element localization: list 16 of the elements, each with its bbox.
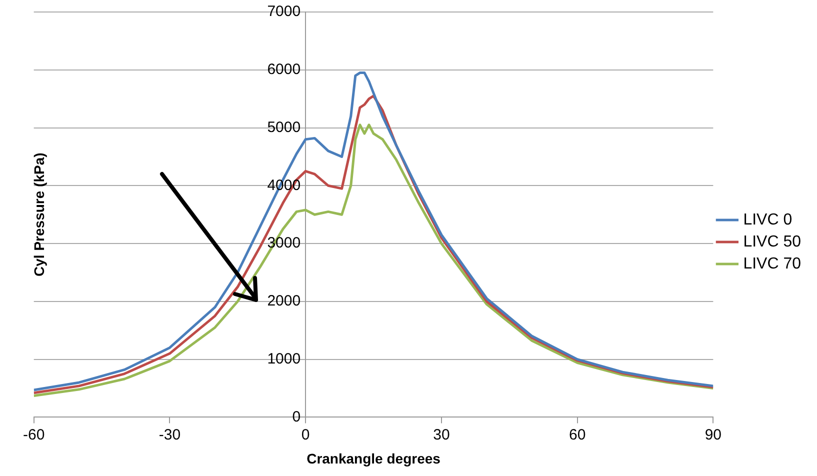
legend-label: LIVC 0 [743, 211, 792, 228]
legend-label: LIVC 50 [743, 233, 802, 250]
x-tick-label: 30 [433, 426, 450, 444]
x-tick-label: -60 [22, 426, 45, 444]
x-axis-title: Crankangle degrees [306, 450, 441, 466]
x-tick-label: 60 [568, 426, 586, 444]
y-tick-label: 6000 [267, 61, 301, 78]
legend-label: LIVC 70 [743, 255, 802, 272]
x-tick-label: 90 [704, 426, 722, 444]
x-tick-label: -30 [158, 426, 181, 444]
y-axis-title: Cyl Pressure (kPa) [30, 152, 47, 276]
y-tick-label: 0 [292, 408, 301, 426]
y-tick-label: 7000 [267, 3, 301, 20]
y-tick-label: 1000 [267, 350, 301, 368]
y-tick-label: 2000 [267, 292, 301, 310]
y-tick-label: 5000 [267, 118, 301, 136]
